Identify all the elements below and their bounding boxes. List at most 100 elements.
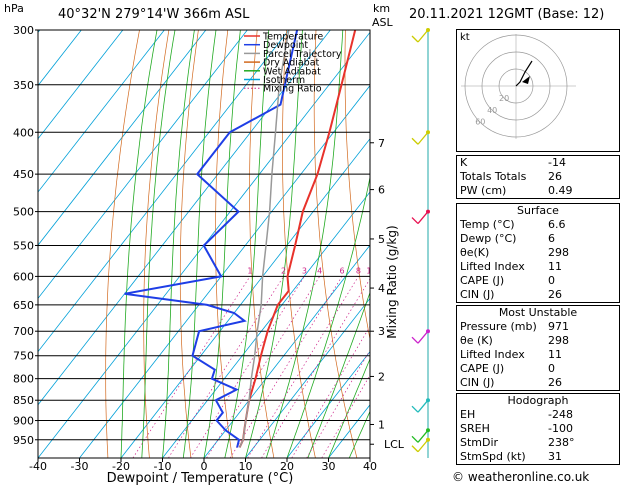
isotherm-line (38, 30, 207, 246)
asl-label: ASL (372, 16, 393, 29)
hodograph-stat-value: -100 (548, 422, 573, 435)
mixing-ratio-line (247, 276, 359, 458)
most-unstable-value: 971 (548, 320, 569, 333)
pressure-tick-label: 350 (13, 79, 34, 92)
pressure-tick-label: 600 (13, 270, 34, 283)
pressure-tick-label: 850 (13, 394, 34, 407)
surface-value: 298 (548, 246, 569, 259)
index-row: K -14 (457, 156, 619, 170)
wind-barb-staff (417, 399, 429, 413)
wind-barb-staff (417, 330, 429, 344)
hodograph-table: Hodograph EH -248 SREH -100 StmDir 238° StmSpd… (456, 393, 620, 465)
km-label: km (373, 2, 391, 15)
storm-motion-marker (522, 76, 530, 84)
dry-adiabat-line (434, 30, 452, 458)
mixing-ratio-line (229, 276, 343, 458)
most-unstable-value: 298 (548, 334, 569, 347)
surface-label: CIN (J) (460, 288, 495, 301)
most-unstable-label: θe (K) (460, 334, 493, 347)
most-unstable-label: CIN (J) (460, 376, 495, 389)
wet-adiabat-line (120, 30, 158, 458)
hodograph-stat-row: StmDir 238° (457, 436, 619, 450)
mixing-ratio-line (168, 276, 284, 458)
isotherm-line (79, 84, 370, 458)
most-unstable-title: Most Unstable (498, 306, 578, 319)
surface-value: 0 (548, 274, 555, 287)
index-row: PW (cm) 0.49 (457, 184, 619, 198)
wind-barb-staff (417, 439, 429, 453)
index-value: -14 (548, 156, 566, 169)
dry-adiabat-line (105, 30, 140, 458)
temperature-tick-label: -40 (29, 460, 47, 473)
pressure-tick-label: 900 (13, 415, 34, 428)
most-unstable-value: 26 (548, 376, 562, 389)
km-tick-label: 3 (378, 325, 385, 338)
datetime-title: 20.11.2021 12GMT (Base: 12) (409, 7, 605, 22)
hodograph-stat-label: StmSpd (kt) (460, 450, 526, 463)
hodograph-stat-label: StmDir (460, 436, 499, 449)
hodograph-ring-label: 60 (475, 118, 485, 127)
index-label: PW (cm) (460, 184, 507, 197)
temperature-tick-label: 10 (239, 460, 253, 473)
mixing-ratio-label: 4 (317, 266, 322, 275)
km-tick-label: 5 (378, 233, 385, 246)
isotherm-line (162, 191, 370, 458)
pressure-tick-label: 800 (13, 373, 34, 386)
pressure-tick-label: 550 (13, 239, 34, 252)
surface-label: Lifted Index (460, 260, 525, 273)
hodograph-stat-value: 31 (548, 450, 562, 463)
legend-entry: Wet Adiabat (263, 66, 321, 77)
surface-label: θe(K) (460, 246, 490, 259)
sounding-lines (124, 30, 357, 448)
surface-title: Surface (517, 204, 559, 217)
legend-entry: Temperature (262, 32, 323, 43)
x-axis-label: Dewpoint / Temperature (°C) (107, 471, 294, 486)
index-label: Totals Totals (460, 170, 527, 183)
most-unstable-row: Pressure (mb) 971 (457, 320, 619, 334)
mixing-ratio-label: 6 (339, 266, 344, 275)
most-unstable-label: Pressure (mb) (460, 320, 537, 333)
wind-barb-staff (417, 211, 429, 225)
hodograph-stat-row: StmSpd (kt) 31 (457, 450, 619, 464)
isotherm-line (286, 350, 370, 458)
wind-barb-flag (411, 435, 419, 443)
pressure-tick-label: 750 (13, 350, 34, 363)
legend-entry: Isotherm (263, 75, 305, 86)
surface-table: Surface Temp (°C) 6.6 Dewp (°C) 6 θe(K) 298 Li… (456, 203, 620, 303)
series-parcel-trajectory-line (238, 30, 290, 448)
temperature-tick-label: 20 (280, 460, 294, 473)
pressure-tick-label: 500 (13, 206, 34, 219)
wet-adiabat-line (203, 30, 241, 458)
wind-barb-staff (417, 429, 429, 443)
legend-entry: Dry Adiabat (263, 58, 320, 69)
pressure-tick-label: 300 (13, 24, 34, 37)
hodograph-stat-row: EH -248 (457, 408, 619, 422)
most-unstable-label: Lifted Index (460, 348, 525, 361)
mixing-ratio-label: 3 (302, 266, 307, 275)
wind-barb-flag (411, 336, 419, 344)
km-tick-label: 7 (378, 137, 385, 150)
mixing-ratio-label: 1 (247, 266, 252, 275)
surface-row: Dewp (°C) 6 (457, 232, 619, 246)
skewt-diagram: 12346810162025 3003504004505005506006507… (13, 24, 452, 486)
wind-barb-flag (411, 137, 419, 145)
surface-value: 26 (548, 288, 562, 301)
pressure-tick-label: 400 (13, 126, 34, 139)
pressure-tick-label: 700 (13, 325, 34, 338)
wind-barb-flag (411, 405, 419, 413)
pressure-unit-label: hPa (4, 2, 24, 15)
hodograph-ring-label: 40 (487, 106, 497, 115)
wind-barb-flag (411, 35, 419, 43)
mixing-ratio-label: 10 (366, 266, 376, 275)
isotherm-line (38, 30, 165, 193)
hodograph-stat-value: 238° (548, 436, 575, 449)
index-row: Totals Totals 26 (457, 170, 619, 184)
surface-value: 11 (548, 260, 562, 273)
mixing-ratio-line (306, 349, 370, 458)
index-value: 26 (548, 170, 562, 183)
legend-entry: Dewpoint (263, 40, 308, 51)
most-unstable-label: CAPE (J) (460, 362, 505, 375)
km-tick-label: LCL (384, 438, 405, 451)
wind-barb-flag (411, 445, 419, 453)
